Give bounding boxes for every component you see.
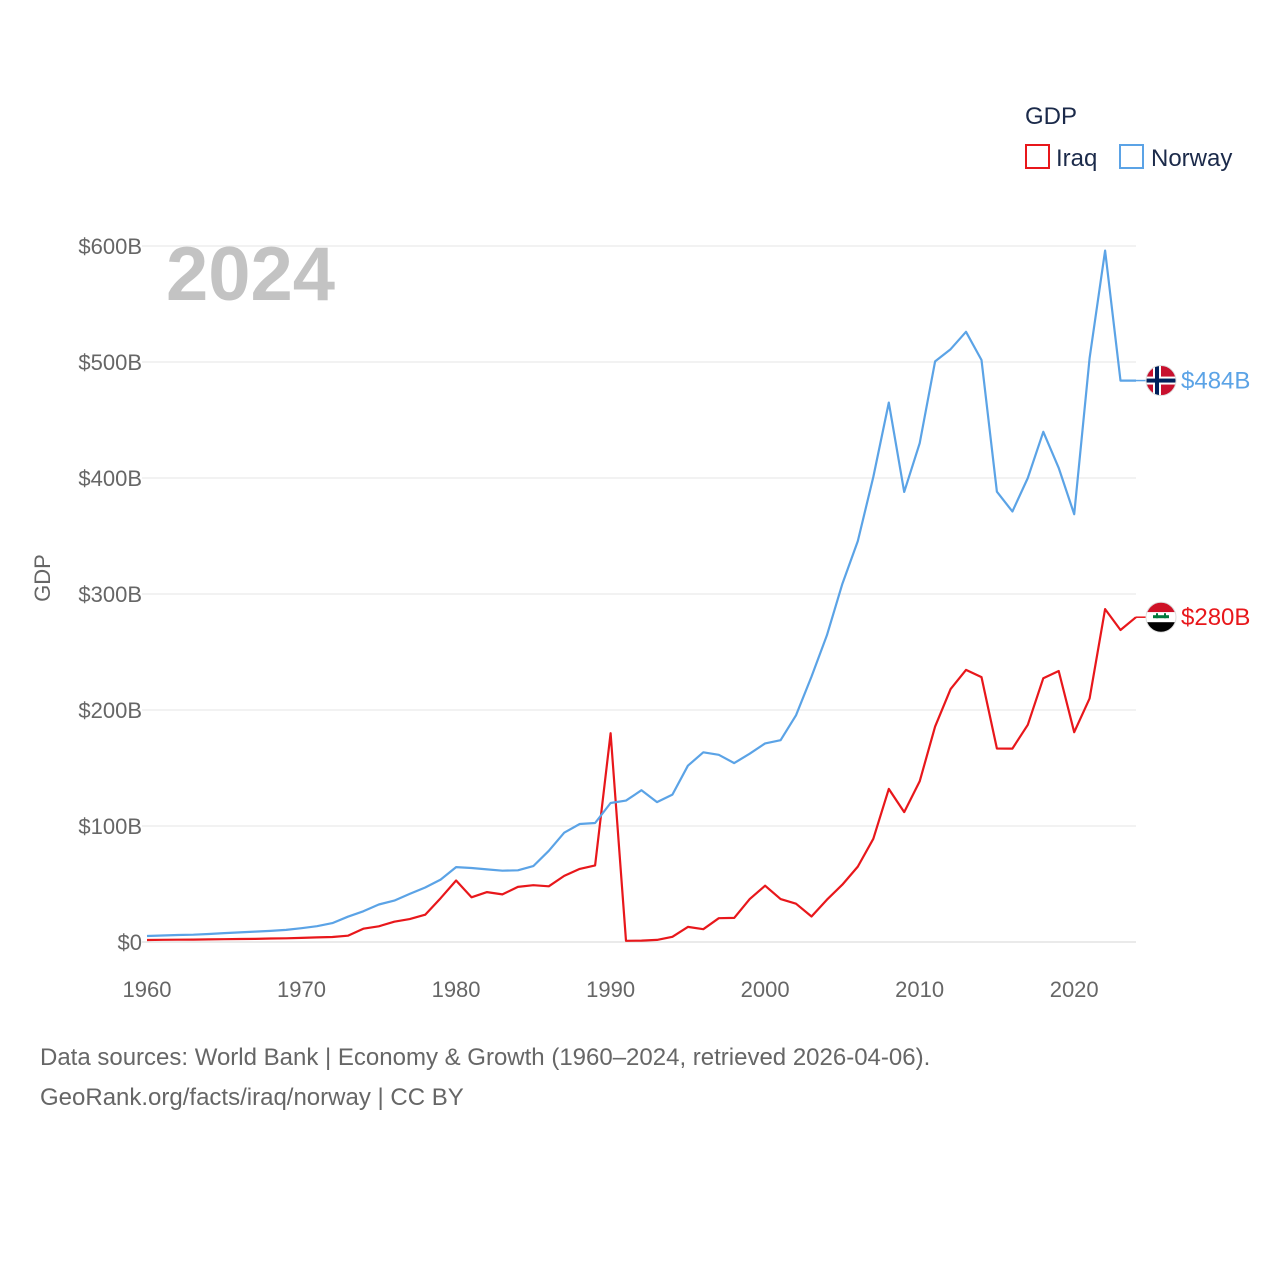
legend-title: GDP — [1025, 103, 1077, 130]
norway-flag-icon — [1145, 365, 1177, 397]
series-lines — [146, 249, 1137, 942]
x-tick-label: 2020 — [1050, 977, 1099, 1002]
x-tick-label: 2000 — [741, 977, 790, 1002]
y-tick-label: $200B — [78, 698, 142, 723]
x-axis-ticks: 1960 1970 1980 1990 2000 2010 2020 — [123, 977, 1099, 1002]
y-tick-label: $500B — [78, 350, 142, 375]
series-line-norway — [146, 249, 1136, 938]
year-label: 2024 — [166, 232, 335, 317]
source-url-license: GeoRank.org/facts/iraq/norway | CC BY — [40, 1084, 464, 1111]
x-tick-label: 2010 — [895, 977, 944, 1002]
y-tick-label: $300B — [78, 582, 142, 607]
y-tick-label: $100B — [78, 814, 142, 839]
legend-label-norway: Norway — [1151, 145, 1232, 172]
series-line-iraq — [146, 607, 1137, 942]
x-tick-label: 1970 — [277, 977, 326, 1002]
legend-label-iraq: Iraq — [1056, 145, 1097, 172]
legend: GDP Iraq Norway — [1025, 103, 1232, 172]
legend-swatch-norway — [1119, 144, 1144, 169]
gridlines — [142, 245, 1136, 943]
legend-swatch-iraq — [1025, 144, 1050, 169]
iraq-flag-icon — [1145, 601, 1177, 633]
x-tick-label: 1960 — [123, 977, 172, 1002]
end-markers: $280B $484B — [1136, 365, 1250, 633]
end-value-label-norway: $484B — [1181, 368, 1250, 395]
end-value-label-iraq: $280B — [1181, 604, 1250, 631]
y-tick-label: $600B — [78, 234, 142, 259]
y-tick-label: $0 — [118, 930, 142, 955]
x-tick-label: 1980 — [432, 977, 481, 1002]
x-tick-label: 1990 — [586, 977, 635, 1002]
y-axis-title: GDP — [30, 554, 55, 602]
y-axis-ticks: $0 $100B $200B $300B $400B $500B $600B — [78, 234, 142, 955]
source-citation: Data sources: World Bank | Economy & Gro… — [40, 1044, 931, 1071]
y-tick-label: $400B — [78, 466, 142, 491]
